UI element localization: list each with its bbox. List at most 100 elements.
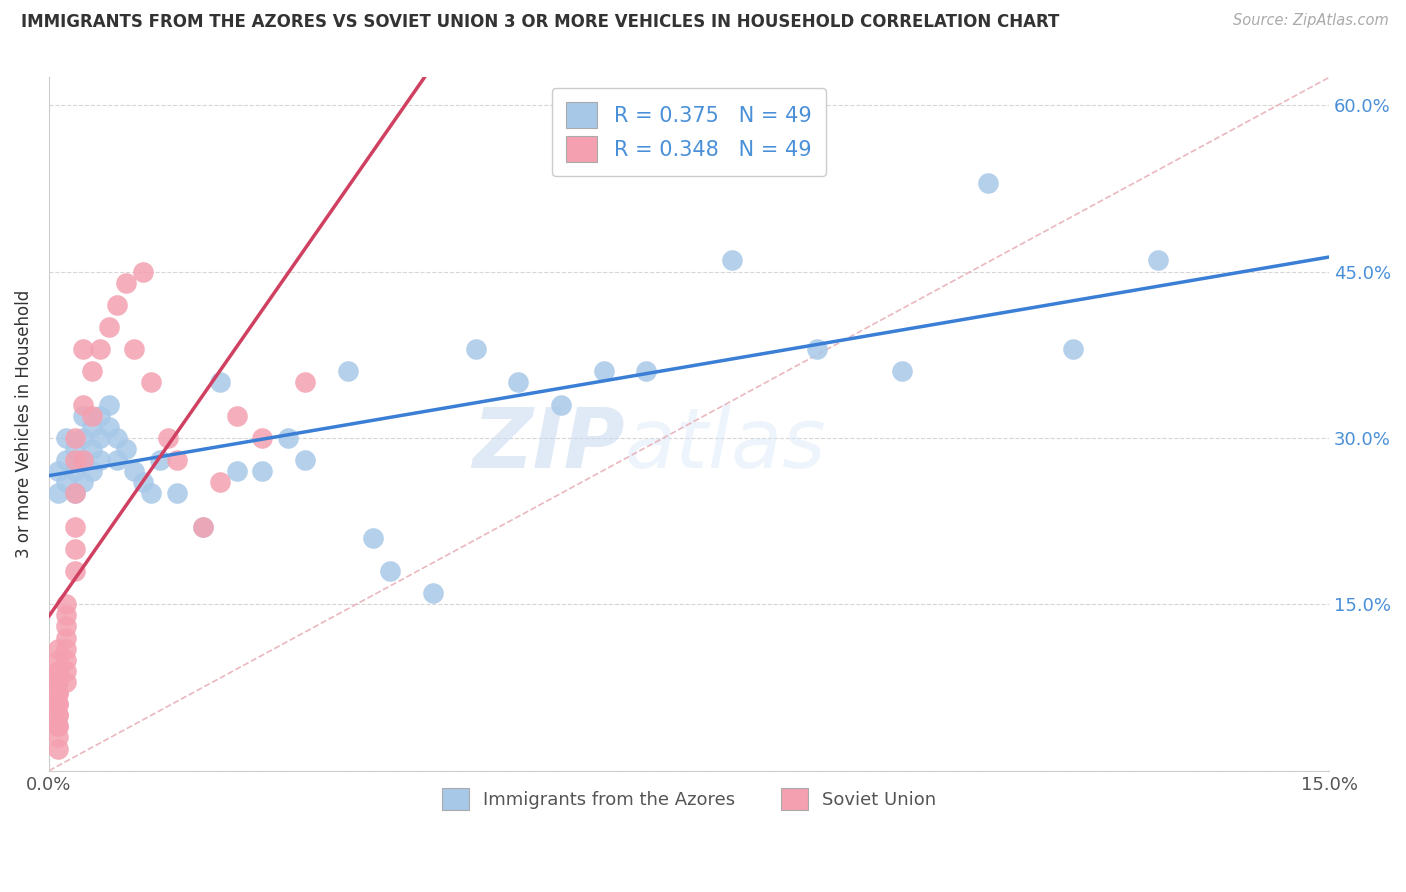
Point <box>891 364 914 378</box>
Point <box>208 376 231 390</box>
Point <box>1062 342 1084 356</box>
Point <box>124 342 146 356</box>
Point <box>46 731 69 745</box>
Point <box>72 409 94 423</box>
Point <box>46 486 69 500</box>
Point <box>63 453 86 467</box>
Point <box>72 431 94 445</box>
Point <box>55 631 77 645</box>
Point <box>46 664 69 678</box>
Point <box>508 376 530 390</box>
Point <box>191 519 214 533</box>
Point <box>294 376 316 390</box>
Point <box>46 719 69 733</box>
Point <box>132 264 155 278</box>
Point <box>63 486 86 500</box>
Point <box>46 708 69 723</box>
Point <box>46 686 69 700</box>
Point <box>141 486 163 500</box>
Point <box>361 531 384 545</box>
Point <box>97 398 120 412</box>
Text: atlas: atlas <box>626 404 827 485</box>
Point <box>55 597 77 611</box>
Point <box>46 641 69 656</box>
Point <box>336 364 359 378</box>
Point <box>806 342 828 356</box>
Point <box>89 342 111 356</box>
Point <box>225 464 247 478</box>
Point <box>46 664 69 678</box>
Point <box>105 453 128 467</box>
Point <box>72 453 94 467</box>
Point <box>89 453 111 467</box>
Point <box>72 398 94 412</box>
Point <box>422 586 444 600</box>
Point <box>208 475 231 490</box>
Point <box>636 364 658 378</box>
Point <box>63 464 86 478</box>
Point <box>132 475 155 490</box>
Point <box>63 442 86 456</box>
Y-axis label: 3 or more Vehicles in Household: 3 or more Vehicles in Household <box>15 290 32 558</box>
Point <box>72 453 94 467</box>
Point <box>46 719 69 733</box>
Point <box>294 453 316 467</box>
Legend: Immigrants from the Azores, Soviet Union: Immigrants from the Azores, Soviet Union <box>427 773 950 824</box>
Point <box>46 686 69 700</box>
Point <box>157 431 180 445</box>
Point <box>55 608 77 623</box>
Point <box>55 641 77 656</box>
Point <box>89 431 111 445</box>
Point <box>55 653 77 667</box>
Point <box>166 486 188 500</box>
Point <box>149 453 172 467</box>
Point <box>46 675 69 690</box>
Point <box>55 664 77 678</box>
Point <box>225 409 247 423</box>
Point <box>97 320 120 334</box>
Point <box>592 364 614 378</box>
Point <box>464 342 486 356</box>
Point <box>72 342 94 356</box>
Point <box>63 486 86 500</box>
Point <box>97 420 120 434</box>
Text: ZIP: ZIP <box>472 404 626 485</box>
Text: IMMIGRANTS FROM THE AZORES VS SOVIET UNION 3 OR MORE VEHICLES IN HOUSEHOLD CORRE: IMMIGRANTS FROM THE AZORES VS SOVIET UNI… <box>21 13 1060 31</box>
Point <box>46 697 69 711</box>
Point <box>80 409 103 423</box>
Point <box>166 453 188 467</box>
Point <box>63 541 86 556</box>
Point <box>80 464 103 478</box>
Point <box>46 708 69 723</box>
Point <box>89 409 111 423</box>
Point <box>46 675 69 690</box>
Point <box>63 519 86 533</box>
Point <box>1147 253 1170 268</box>
Point <box>72 475 94 490</box>
Point <box>46 697 69 711</box>
Point <box>55 619 77 633</box>
Point <box>63 564 86 578</box>
Point <box>252 431 274 445</box>
Point <box>80 420 103 434</box>
Point <box>105 298 128 312</box>
Point <box>46 741 69 756</box>
Point <box>976 176 998 190</box>
Point <box>191 519 214 533</box>
Point <box>105 431 128 445</box>
Point <box>80 364 103 378</box>
Point <box>55 453 77 467</box>
Text: Source: ZipAtlas.com: Source: ZipAtlas.com <box>1233 13 1389 29</box>
Point <box>124 464 146 478</box>
Point <box>114 442 136 456</box>
Point <box>720 253 742 268</box>
Point <box>55 475 77 490</box>
Point <box>141 376 163 390</box>
Point <box>55 675 77 690</box>
Point <box>277 431 299 445</box>
Point <box>252 464 274 478</box>
Point <box>380 564 402 578</box>
Point <box>46 653 69 667</box>
Point <box>46 464 69 478</box>
Point <box>55 431 77 445</box>
